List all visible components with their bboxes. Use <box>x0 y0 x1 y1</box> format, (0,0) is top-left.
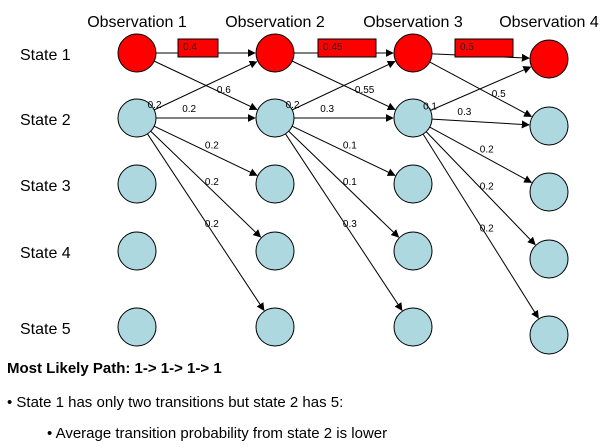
transition-arrow-3-2-4 <box>424 129 536 246</box>
transition-arrow-1-1-2 <box>152 59 258 111</box>
transition-arrow-1-2-5 <box>145 131 265 311</box>
state-node-obs3-state3 <box>393 164 433 204</box>
state-node-obs4-state5 <box>529 315 569 355</box>
state-node-obs1-state5 <box>117 307 157 347</box>
state-node-obs3-state4 <box>393 231 433 271</box>
observation-header-2: Observation 2 <box>225 14 325 31</box>
transition-prob-label: 0.2 <box>182 104 196 115</box>
state-node-obs2-state1 <box>255 33 295 73</box>
state-label-4: State 4 <box>20 245 71 262</box>
transition-prob-label: 0.2 <box>286 100 300 111</box>
transition-arrow-2-2-1 <box>290 60 396 112</box>
observation-header-3: Observation 3 <box>363 14 463 31</box>
state-node-obs4-state4 <box>529 239 569 279</box>
transition-prob-label: 0.1 <box>343 177 357 188</box>
bullet-transitions-count: • State 1 has only two transitions but s… <box>7 394 344 411</box>
transition-arrow-1-2-3 <box>152 124 258 176</box>
state-node-obs1-state4 <box>117 231 157 271</box>
path-probability-box-3 <box>454 38 514 58</box>
transition-arrow-2-2-4 <box>286 129 400 238</box>
transition-prob-label: 0.6 <box>217 85 231 96</box>
state-node-obs1-state3 <box>117 164 157 204</box>
path-probability-label-1: 0.4 <box>183 42 197 53</box>
transition-prob-label: 0.1 <box>343 140 357 151</box>
path-probability-box-2 <box>317 38 377 58</box>
observation-header-1: Observation 1 <box>87 14 187 31</box>
observation-header-4: Observation 4 <box>499 14 599 31</box>
transition-arrow-2-2-3 <box>290 124 396 176</box>
state-node-obs3-state2 <box>393 98 433 138</box>
transition-arrow-1-2-4 <box>148 129 262 238</box>
state-node-obs3-state5 <box>393 307 433 347</box>
transition-prob-label: 0.2 <box>148 100 162 111</box>
transition-prob-label: 0.55 <box>355 85 375 96</box>
state-label-5: State 5 <box>20 321 71 338</box>
transition-arrow-1-2-1 <box>152 60 258 112</box>
transition-prob-label: 0.2 <box>205 219 219 230</box>
state-node-obs2-state5 <box>255 307 295 347</box>
transition-prob-label: 0.2 <box>480 145 494 156</box>
transition-prob-label: 0.2 <box>480 182 494 193</box>
transition-prob-label: 0.2 <box>205 140 219 151</box>
transition-arrow-3-2-3 <box>427 125 533 183</box>
bullet-average-probability: • Average transition probability from st… <box>47 425 388 442</box>
transition-prob-label: 0.3 <box>320 104 334 115</box>
state-node-obs1-state2 <box>117 98 157 138</box>
state-label-1: State 1 <box>20 47 71 64</box>
state-node-obs3-state1 <box>393 33 433 73</box>
most-likely-path-text: Most Likely Path: 1-> 1-> 1-> 1 <box>7 360 222 377</box>
state-node-obs4-state1 <box>529 39 569 79</box>
transition-arrow-2-1-2 <box>290 59 396 111</box>
state-label-2: State 2 <box>20 112 71 129</box>
transition-arrow-3-2-1 <box>428 66 532 112</box>
state-node-obs2-state4 <box>255 231 295 271</box>
transition-prob-label: 0.2 <box>205 177 219 188</box>
path-probability-label-2: 0.45 <box>323 42 343 53</box>
transition-arrow-3-2-2 <box>429 118 530 129</box>
state-node-obs4-state2 <box>529 106 569 146</box>
transition-prob-label: 0.3 <box>457 107 471 118</box>
path-probability-label-3: 0.5 <box>460 42 474 53</box>
transition-prob-label: 0.2 <box>480 223 494 234</box>
transition-prob-label: 0.1 <box>423 101 437 112</box>
transition-arrow-2-2-5 <box>283 131 403 311</box>
transition-prob-label: 0.3 <box>343 219 357 230</box>
state-node-obs1-state1 <box>117 33 157 73</box>
path-probability-box-1 <box>177 38 219 58</box>
transition-prob-label: 0.5 <box>492 89 506 100</box>
state-node-obs2-state3 <box>255 164 295 204</box>
state-node-obs2-state2 <box>255 98 295 138</box>
state-node-obs4-state3 <box>529 172 569 212</box>
transition-arrow-3-2-5 <box>421 132 539 319</box>
state-label-3: State 3 <box>20 178 71 195</box>
